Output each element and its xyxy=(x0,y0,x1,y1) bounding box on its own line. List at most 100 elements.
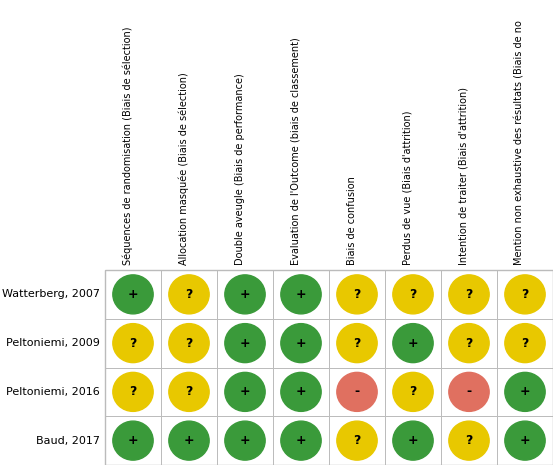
Ellipse shape xyxy=(169,324,209,363)
Text: +: + xyxy=(520,385,530,399)
Bar xyxy=(497,319,553,367)
Ellipse shape xyxy=(393,421,433,460)
Text: ?: ? xyxy=(465,337,473,350)
Ellipse shape xyxy=(281,421,321,460)
Bar xyxy=(273,367,329,416)
Ellipse shape xyxy=(337,275,377,314)
Text: ?: ? xyxy=(465,288,473,301)
Text: Peltoniemi, 2016: Peltoniemi, 2016 xyxy=(6,387,100,397)
Text: Peltoniemi, 2009: Peltoniemi, 2009 xyxy=(6,338,100,348)
Text: +: + xyxy=(239,337,251,350)
Text: Allocation masquée (Biais de sélection): Allocation masquée (Biais de sélection) xyxy=(179,72,189,265)
Text: Evaluation de l'Outcome (biais de classement): Evaluation de l'Outcome (biais de classe… xyxy=(291,37,301,265)
Text: ?: ? xyxy=(129,385,137,399)
Text: +: + xyxy=(408,434,418,447)
Ellipse shape xyxy=(113,324,153,363)
Ellipse shape xyxy=(449,421,489,460)
Bar xyxy=(385,270,441,319)
Text: Perdus de vue (Biais d'attrition): Perdus de vue (Biais d'attrition) xyxy=(403,111,413,265)
Text: Séquences de randomisation (Biais de sélection): Séquences de randomisation (Biais de sél… xyxy=(123,27,133,265)
Text: ?: ? xyxy=(185,337,192,350)
Bar xyxy=(441,270,497,319)
Ellipse shape xyxy=(169,372,209,412)
Text: +: + xyxy=(296,434,306,447)
Text: +: + xyxy=(239,434,251,447)
Ellipse shape xyxy=(337,421,377,460)
Ellipse shape xyxy=(113,421,153,460)
Bar xyxy=(105,416,161,465)
Text: +: + xyxy=(128,288,138,301)
Bar xyxy=(217,367,273,416)
Text: ?: ? xyxy=(129,337,137,350)
Ellipse shape xyxy=(225,275,265,314)
Text: -: - xyxy=(466,385,472,399)
Ellipse shape xyxy=(113,372,153,412)
Text: ?: ? xyxy=(521,337,529,350)
Bar xyxy=(497,270,553,319)
Ellipse shape xyxy=(281,372,321,412)
Ellipse shape xyxy=(505,324,545,363)
Text: ?: ? xyxy=(185,385,192,399)
Ellipse shape xyxy=(113,275,153,314)
Text: +: + xyxy=(239,288,251,301)
Ellipse shape xyxy=(225,421,265,460)
Text: ?: ? xyxy=(185,288,192,301)
Text: Watterberg, 2007: Watterberg, 2007 xyxy=(2,289,100,299)
Text: +: + xyxy=(184,434,194,447)
Text: +: + xyxy=(296,385,306,399)
Bar xyxy=(329,416,385,465)
Ellipse shape xyxy=(337,324,377,363)
Text: Intention de traiter (Biais d'attrition): Intention de traiter (Biais d'attrition) xyxy=(459,87,469,265)
Ellipse shape xyxy=(225,324,265,363)
Bar xyxy=(329,270,385,319)
Ellipse shape xyxy=(505,275,545,314)
Text: Biais de confusion: Biais de confusion xyxy=(347,176,357,265)
Bar xyxy=(161,367,217,416)
Ellipse shape xyxy=(393,324,433,363)
Bar xyxy=(161,416,217,465)
Text: +: + xyxy=(128,434,138,447)
Bar xyxy=(385,367,441,416)
Bar xyxy=(105,367,161,416)
Ellipse shape xyxy=(449,275,489,314)
Text: ?: ? xyxy=(353,337,361,350)
Ellipse shape xyxy=(281,324,321,363)
Ellipse shape xyxy=(505,372,545,412)
Text: Mention non exhaustive des résultats (Biais de no: Mention non exhaustive des résultats (Bi… xyxy=(515,20,525,265)
Bar xyxy=(105,270,161,319)
Bar xyxy=(105,319,161,367)
Bar xyxy=(273,319,329,367)
Bar xyxy=(329,367,385,416)
Bar xyxy=(441,319,497,367)
Ellipse shape xyxy=(169,275,209,314)
Text: ?: ? xyxy=(353,288,361,301)
Bar xyxy=(385,416,441,465)
Text: ?: ? xyxy=(353,434,361,447)
Bar xyxy=(441,416,497,465)
Text: -: - xyxy=(354,385,359,399)
Ellipse shape xyxy=(393,372,433,412)
Ellipse shape xyxy=(449,324,489,363)
Ellipse shape xyxy=(169,421,209,460)
Ellipse shape xyxy=(393,275,433,314)
Ellipse shape xyxy=(281,275,321,314)
Bar xyxy=(273,270,329,319)
Bar xyxy=(105,270,553,465)
Bar xyxy=(161,319,217,367)
Text: +: + xyxy=(520,434,530,447)
Ellipse shape xyxy=(449,372,489,412)
Bar xyxy=(441,367,497,416)
Bar xyxy=(217,416,273,465)
Text: Baud, 2017: Baud, 2017 xyxy=(36,436,100,445)
Bar xyxy=(217,270,273,319)
Text: +: + xyxy=(239,385,251,399)
Bar xyxy=(497,416,553,465)
Bar xyxy=(329,319,385,367)
Text: +: + xyxy=(408,337,418,350)
Ellipse shape xyxy=(225,372,265,412)
Text: ?: ? xyxy=(409,288,417,301)
Ellipse shape xyxy=(505,421,545,460)
Text: +: + xyxy=(296,288,306,301)
Ellipse shape xyxy=(337,372,377,412)
Bar xyxy=(273,416,329,465)
